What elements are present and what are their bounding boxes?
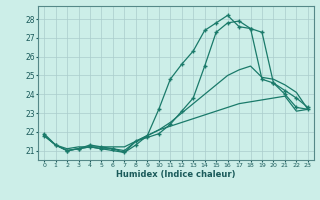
X-axis label: Humidex (Indice chaleur): Humidex (Indice chaleur) [116,170,236,179]
